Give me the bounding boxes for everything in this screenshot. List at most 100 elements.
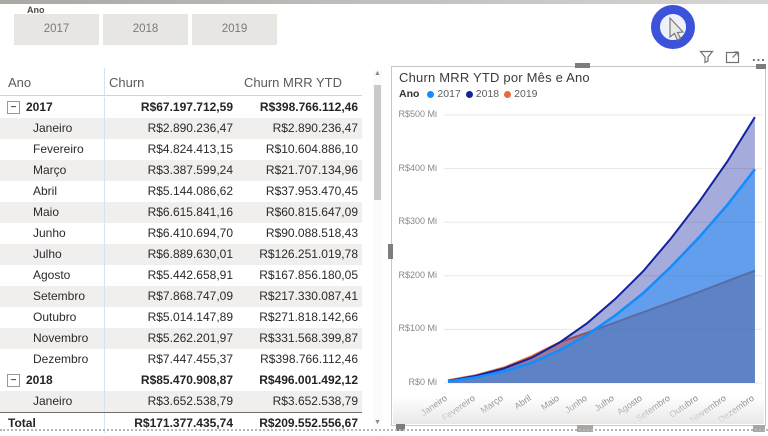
churn-mrr-ytd-value: R$10.604.886,10 <box>265 142 358 156</box>
table-row[interactable]: Abril R$5.144.086,62 R$37.953.470,45 <box>0 181 362 202</box>
churn-mrr-ytd-value: R$3.652.538,79 <box>272 394 358 408</box>
handle-bottom-right[interactable] <box>753 425 765 432</box>
table-header-row: Ano Churn Churn MRR YTD <box>0 68 362 96</box>
y-axis-tick-label: R$200 Mi <box>398 269 437 280</box>
churn-mrr-ytd-value: R$167.856.180,05 <box>259 268 358 282</box>
churn-mrr-ytd-value: R$271.818.142,66 <box>259 310 358 324</box>
legend-item-2018[interactable]: 2018 <box>465 88 500 100</box>
handle-left-center[interactable] <box>388 244 393 259</box>
table-row[interactable]: Março R$3.387.599,24 R$21.707.134,96 <box>0 160 362 181</box>
table-row[interactable]: Setembro R$7.868.747,09 R$217.330.087,41 <box>0 286 362 307</box>
table-row[interactable]: Fevereiro R$4.824.413,15 R$10.604.886,10 <box>0 139 362 160</box>
year-slicer: 2017 2018 2019 <box>14 14 277 45</box>
column-header-churn[interactable]: Churn <box>109 75 145 90</box>
chart-bottom-fade <box>393 396 764 424</box>
table-row[interactable]: Julho R$6.889.630,01 R$126.251.019,78 <box>0 244 362 265</box>
churn-value: R$6.615.841,16 <box>147 205 233 219</box>
churn-mrr-ytd-value: R$496.001.492,12 <box>259 373 358 387</box>
y-axis-tick-label: R$300 Mi <box>398 216 437 227</box>
churn-matrix-visual: Ano Churn Churn MRR YTD −2017 R$67.197.71… <box>0 68 384 433</box>
focus-mode-icon[interactable] <box>725 49 741 64</box>
churn-value: R$7.447.455,37 <box>147 352 233 366</box>
area-chart-plot[interactable] <box>444 110 766 390</box>
dotted-selection-border <box>0 429 768 431</box>
table-row[interactable]: −2018 R$85.470.908,87 R$496.001.492,12 <box>0 370 362 391</box>
handle-bottom-left[interactable] <box>396 424 405 431</box>
table-row[interactable]: Janeiro R$2.890.236,47 R$2.890.236,47 <box>0 118 362 139</box>
more-options-icon[interactable]: ... <box>752 48 766 64</box>
table-row[interactable]: −2017 R$67.197.712,59 R$398.766.112,46 <box>0 97 362 118</box>
churn-mrr-ytd-value: R$21.707.134,96 <box>265 163 358 177</box>
legend-dot <box>427 90 435 98</box>
table-row[interactable]: Total R$171.377.435,74 R$209.552.556,67 <box>0 412 362 433</box>
legend-dot <box>465 90 473 98</box>
churn-value: R$5.442.658,91 <box>147 268 233 282</box>
churn-mrr-ytd-value: R$2.890.236,47 <box>272 121 358 135</box>
churn-value: R$67.197.712,59 <box>140 100 233 114</box>
row-label: Maio <box>33 205 60 219</box>
churn-mrr-ytd-value: R$126.251.019,78 <box>259 247 358 261</box>
legend-item-2017[interactable]: 2017 <box>427 88 461 100</box>
churn-value: R$5.262.201,97 <box>147 331 233 345</box>
row-label: Novembro <box>33 331 89 345</box>
collapse-icon[interactable]: − <box>7 101 20 114</box>
filter-icon[interactable] <box>699 49 714 64</box>
churn-value: R$171.377.435,74 <box>134 416 233 430</box>
churn-value: R$6.889.630,01 <box>147 247 233 261</box>
table-row[interactable]: Outubro R$5.014.147,89 R$271.818.142,66 <box>0 307 362 328</box>
scroll-down-icon[interactable]: ▼ <box>374 419 381 426</box>
y-axis-tick-label: R$400 Mi <box>398 162 437 173</box>
y-axis-tick-label: R$0 Mi <box>408 377 437 387</box>
table-scrollbar-track[interactable] <box>373 70 382 433</box>
table-scrollbar-thumb[interactable] <box>374 85 381 200</box>
table-row[interactable]: Agosto R$5.442.658,91 R$167.856.180,05 <box>0 265 362 286</box>
row-label: Janeiro <box>33 121 73 135</box>
legend-dot <box>504 90 512 98</box>
row-label: Agosto <box>33 268 71 282</box>
churn-value: R$2.890.236,47 <box>147 121 233 135</box>
handle-bottom-center[interactable] <box>577 425 593 432</box>
churn-mrr-ytd-value: R$217.330.087,41 <box>259 289 358 303</box>
churn-mrr-ytd-value: R$37.953.470,45 <box>265 184 358 198</box>
handle-top-center[interactable] <box>575 63 590 68</box>
collapse-icon[interactable]: − <box>7 374 20 387</box>
churn-value: R$5.014.147,89 <box>147 310 233 324</box>
area-series-2017[interactable] <box>448 169 755 383</box>
row-label: Julho <box>33 247 62 261</box>
legend-label: 2018 <box>475 88 500 100</box>
table-row[interactable]: Dezembro R$7.447.455,37 R$398.766.112,46 <box>0 349 362 370</box>
slicer-button-2019[interactable]: 2019 <box>192 14 277 45</box>
row-label: Setembro <box>33 289 86 303</box>
scroll-up-icon[interactable]: ▲ <box>374 70 381 77</box>
legend-label: 2017 <box>437 88 461 100</box>
churn-value: R$85.470.908,87 <box>140 373 233 387</box>
area-series-2019[interactable] <box>448 270 755 383</box>
chart-title: Churn MRR YTD por Mês e Ano <box>399 70 590 85</box>
churn-value: R$5.144.086,62 <box>147 184 233 198</box>
row-label: 2017 <box>26 100 53 114</box>
y-axis-tick-label: R$500 Mi <box>398 109 437 119</box>
mouse-cursor-icon <box>669 16 685 41</box>
churn-value: R$7.868.747,09 <box>147 289 233 303</box>
column-header-ano[interactable]: Ano <box>0 68 105 95</box>
table-row[interactable]: Novembro R$5.262.201,97 R$331.568.399,87 <box>0 328 362 349</box>
table-row[interactable]: Maio R$6.615.841,16 R$60.815.647,09 <box>0 202 362 223</box>
line-series-2018 <box>447 116 756 382</box>
row-label: Março <box>33 163 67 177</box>
row-label: Janeiro <box>33 394 73 408</box>
table-row[interactable]: Junho R$6.410.694,70 R$90.088.518,43 <box>0 223 362 244</box>
area-series-2018[interactable] <box>448 117 755 383</box>
legend-item-2019[interactable]: 2019 <box>504 88 538 100</box>
churn-mrr-ytd-value: R$209.552.556,67 <box>259 416 358 430</box>
row-label: Outubro <box>33 310 77 324</box>
row-label: Total <box>8 415 36 430</box>
churn-value: R$3.652.538,79 <box>147 394 233 408</box>
slicer-button-2018[interactable]: 2018 <box>103 14 188 45</box>
table-body: −2017 R$67.197.712,59 R$398.766.112,46 Jane… <box>0 97 362 433</box>
table-row[interactable]: Janeiro R$3.652.538,79 R$3.652.538,79 <box>0 391 362 412</box>
column-header-churn-mrr-ytd[interactable]: Churn MRR YTD <box>243 75 342 90</box>
handle-top-right[interactable] <box>756 64 766 69</box>
slicer-button-2017[interactable]: 2017 <box>14 14 99 45</box>
line-series-2017 <box>447 168 756 383</box>
row-label: Abril <box>33 184 58 198</box>
